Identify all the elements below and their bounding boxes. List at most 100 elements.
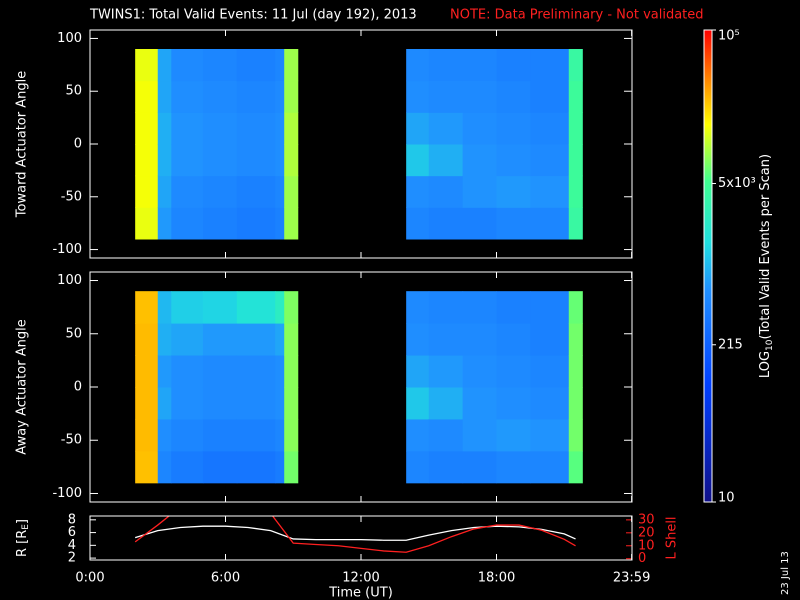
- heat-cell: [406, 291, 430, 324]
- y2-tick-label: 30: [638, 512, 655, 527]
- heat-cell: [406, 450, 430, 484]
- heat-cell: [496, 112, 531, 145]
- heat-cell: [462, 387, 497, 420]
- y-tick-label: -50: [61, 433, 82, 448]
- heat-cell: [236, 450, 276, 484]
- heat-cell: [462, 112, 497, 145]
- heat-cell: [530, 291, 570, 324]
- heat-cell: [236, 387, 276, 420]
- heat-cell: [202, 80, 238, 113]
- heat-cell: [462, 49, 497, 82]
- y2-tick-label: 10: [638, 538, 655, 553]
- heat-cell: [284, 355, 299, 388]
- heat-cell: [135, 450, 159, 484]
- y2-tick-label: 20: [638, 525, 655, 540]
- heat-cell: [428, 418, 464, 452]
- heat-cell: [406, 80, 430, 113]
- x-axis-label: Time (UT): [328, 586, 393, 600]
- heat-cell: [275, 450, 285, 484]
- heat-cell: [236, 80, 276, 113]
- heat-cell: [530, 144, 570, 177]
- heat-cell: [496, 144, 531, 177]
- heat-cell: [157, 144, 172, 177]
- x-tick-label: 23:59: [613, 571, 650, 586]
- heat-cell: [236, 144, 276, 177]
- heat-cell: [496, 49, 531, 82]
- heat-cell: [157, 291, 172, 324]
- y-tick-label: 8: [68, 512, 76, 527]
- heat-cell: [496, 450, 531, 484]
- heat-cell: [236, 112, 276, 145]
- heat-cell: [135, 175, 159, 208]
- plot-frame: [89, 271, 633, 503]
- heat-cell: [236, 291, 276, 324]
- series-line: [134, 525, 576, 541]
- heat-cell: [157, 418, 172, 452]
- heat-cell: [530, 49, 570, 82]
- heat-cell: [157, 49, 172, 82]
- heat-cell: [171, 355, 204, 388]
- heat-cell: [496, 291, 531, 324]
- heat-cell: [406, 112, 430, 145]
- y-axis-label: Toward Actuator Angle: [15, 71, 30, 218]
- heat-cell: [568, 207, 583, 240]
- y-tick-label: 100: [57, 31, 82, 46]
- heat-cell: [406, 175, 430, 208]
- heat-cell: [428, 112, 464, 145]
- heat-cell: [530, 450, 570, 484]
- heat-cell: [135, 355, 159, 388]
- x-tick-label: 18:00: [478, 571, 515, 586]
- x-tick-label: 0:00: [75, 571, 104, 586]
- y-tick-label: -100: [52, 242, 82, 257]
- y-tick-label: 2: [68, 551, 76, 566]
- heat-cell: [568, 80, 583, 113]
- x-tick-label: 6:00: [211, 571, 240, 586]
- heat-cell: [496, 355, 531, 388]
- heat-cell: [428, 175, 464, 208]
- heat-cell: [406, 418, 430, 452]
- heat-cell: [236, 323, 276, 356]
- heat-cell: [406, 387, 430, 420]
- heat-cell: [157, 112, 172, 145]
- heat-cell: [406, 144, 430, 177]
- heat-cell: [284, 144, 299, 177]
- heat-cell: [428, 144, 464, 177]
- heat-cell: [275, 387, 285, 420]
- heat-cell: [428, 355, 464, 388]
- heat-cell: [135, 112, 159, 145]
- series-line: [134, 516, 576, 553]
- heat-cell: [171, 49, 204, 82]
- heat-cell: [202, 112, 238, 145]
- heat-cell: [275, 175, 285, 208]
- heat-cell: [157, 175, 172, 208]
- plot-area: [134, 516, 576, 553]
- heat-cell: [202, 355, 238, 388]
- heat-cell: [202, 387, 238, 420]
- heat-cell: [135, 387, 159, 420]
- heat-cell: [202, 323, 238, 356]
- heat-cell: [236, 355, 276, 388]
- label-sub: 10: [765, 339, 775, 351]
- heat-cell: [236, 207, 276, 240]
- heat-cell: [284, 418, 299, 452]
- heat-cell: [406, 207, 430, 240]
- heat-cell: [157, 355, 172, 388]
- colorbar-label: LOG10(Total Valid Events per Scan): [758, 154, 775, 378]
- heat-cell: [202, 207, 238, 240]
- colorbar-tick-label: 5x10³: [718, 176, 756, 191]
- date-stamp: 23 Jul 13: [780, 551, 791, 595]
- heat-cell: [530, 323, 570, 356]
- label-part: ]: [15, 519, 30, 524]
- heat-cell: [462, 291, 497, 324]
- heat-cell: [157, 207, 172, 240]
- heat-cell: [135, 291, 159, 324]
- heat-cell: [171, 207, 204, 240]
- heat-cell: [530, 175, 570, 208]
- heat-cell: [284, 175, 299, 208]
- heat-cell: [406, 355, 430, 388]
- y-axis-label: Away Actuator Angle: [15, 319, 30, 454]
- heat-cell: [157, 450, 172, 484]
- heat-cell: [284, 49, 299, 82]
- heat-cell: [275, 291, 285, 324]
